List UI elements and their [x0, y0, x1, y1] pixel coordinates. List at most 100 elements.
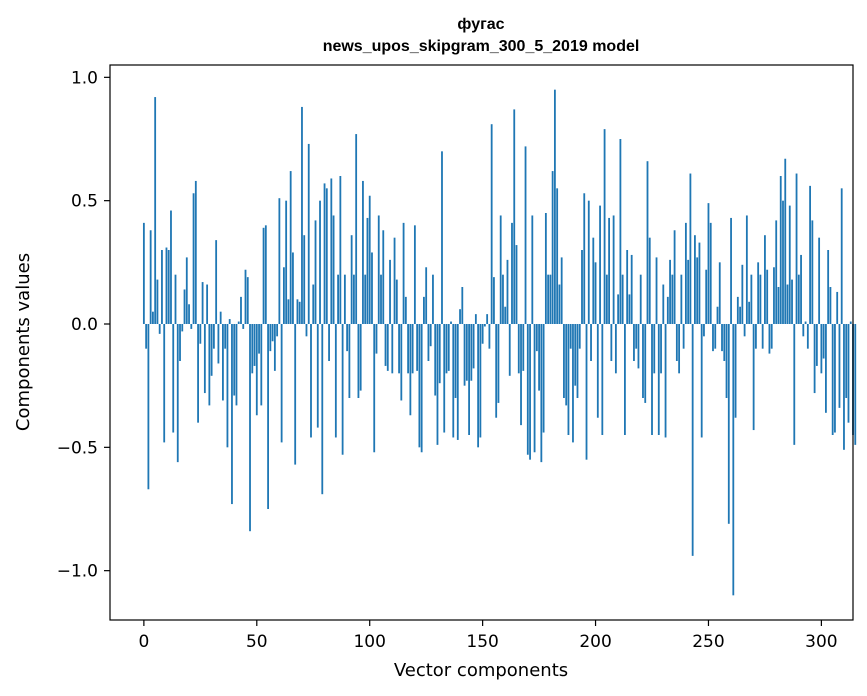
- bar: [526, 324, 529, 455]
- bar: [481, 324, 484, 344]
- bar: [222, 324, 224, 401]
- bar: [655, 257, 658, 324]
- bar: [271, 324, 274, 342]
- bar: [547, 274, 550, 324]
- bar: [423, 296, 425, 324]
- bar: [804, 321, 807, 324]
- bar: [251, 324, 254, 374]
- bar: [185, 257, 188, 324]
- bar: [328, 324, 330, 361]
- bar: [441, 151, 443, 324]
- bar: [644, 324, 647, 403]
- bar: [752, 324, 755, 431]
- bar: [818, 237, 821, 324]
- bar: [748, 301, 751, 324]
- bar: [531, 215, 534, 324]
- bar: [533, 324, 536, 453]
- bar: [488, 324, 491, 349]
- bar: [721, 324, 723, 352]
- bar: [716, 306, 719, 324]
- bar: [493, 277, 495, 324]
- bar: [698, 242, 701, 324]
- bar: [784, 158, 787, 324]
- bar: [339, 176, 342, 324]
- bar: [529, 324, 531, 460]
- bar: [836, 291, 839, 324]
- bar: [375, 324, 378, 354]
- bar: [689, 173, 692, 324]
- bar: [242, 324, 245, 329]
- bar: [244, 269, 247, 324]
- bar: [657, 324, 660, 435]
- bar: [203, 324, 206, 394]
- bar: [321, 324, 324, 495]
- x-axis: 0 50 100 150 200 250 300: [138, 620, 838, 652]
- bar: [280, 324, 283, 443]
- bar: [337, 274, 339, 324]
- bar: [601, 324, 604, 435]
- bar: [705, 269, 708, 324]
- bar: [587, 200, 590, 324]
- bar: [754, 324, 757, 349]
- bar: [411, 324, 414, 374]
- bar: [197, 324, 199, 423]
- bar: [508, 324, 511, 376]
- bar: [522, 324, 525, 371]
- bar: [662, 284, 665, 324]
- bar: [788, 205, 791, 324]
- bar: [278, 198, 281, 324]
- bar: [768, 324, 771, 354]
- bar: [599, 205, 601, 324]
- bar: [260, 324, 263, 406]
- bar: [558, 284, 561, 324]
- bar: [330, 178, 333, 324]
- bar: [382, 230, 385, 324]
- chart-title: фугас: [457, 16, 504, 33]
- bar: [549, 274, 552, 324]
- bar: [761, 324, 764, 349]
- bar: [553, 89, 556, 324]
- bar: [669, 259, 671, 324]
- bar: [542, 324, 545, 433]
- bar: [314, 220, 317, 324]
- bar: [147, 324, 150, 490]
- bar: [142, 222, 145, 324]
- bar: [470, 324, 473, 381]
- bar: [237, 321, 240, 324]
- x-tick-label: 0: [138, 632, 149, 652]
- bar: [840, 188, 843, 324]
- bar: [712, 324, 714, 352]
- y-axis: −1.0 −0.5 0.0 0.5 1.0: [57, 68, 110, 582]
- bar: [154, 97, 157, 324]
- bar: [312, 284, 315, 324]
- bar: [452, 324, 455, 438]
- bar: [732, 324, 735, 596]
- bar: [822, 324, 825, 359]
- bar: [404, 296, 407, 324]
- bar: [461, 287, 464, 324]
- bar: [386, 324, 389, 371]
- bar: [183, 289, 186, 324]
- bar: [158, 324, 161, 334]
- bar: [770, 324, 773, 349]
- bar: [445, 324, 448, 374]
- bar: [289, 171, 292, 324]
- bar: [639, 274, 642, 324]
- bar: [585, 324, 588, 460]
- bar: [407, 324, 410, 374]
- bar: [502, 274, 504, 324]
- bar: [504, 306, 507, 324]
- bar: [262, 227, 265, 324]
- bar: [847, 324, 850, 423]
- bar: [538, 324, 540, 391]
- bar: [682, 324, 685, 349]
- bar: [642, 324, 644, 398]
- bar: [590, 324, 592, 361]
- bar: [628, 294, 631, 324]
- bar: [745, 215, 748, 324]
- bar: [332, 215, 335, 324]
- bar: [556, 188, 559, 324]
- bar: [273, 324, 276, 371]
- bar: [829, 287, 832, 324]
- bar: [535, 324, 538, 352]
